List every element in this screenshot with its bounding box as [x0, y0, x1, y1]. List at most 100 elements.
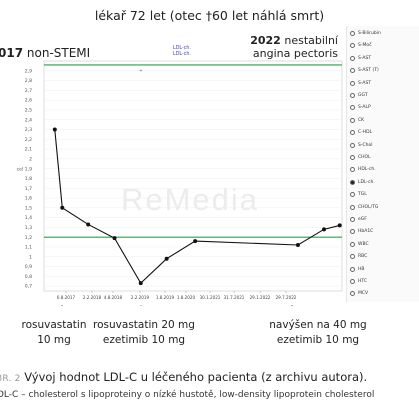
radio-button[interactable] — [350, 80, 355, 86]
y-tick-label: 1,5 — [25, 205, 32, 211]
annotation-line1: rosuvastatin 20 mg — [93, 319, 195, 331]
y-tick-label: 2,1 — [25, 147, 32, 153]
parameter-label: HbA1C — [358, 229, 374, 235]
radio-button[interactable] — [350, 279, 355, 284]
radio-button[interactable] — [350, 93, 355, 98]
y-tick-label: 1,1 — [25, 245, 32, 251]
parameter-option[interactable]: S-Chol — [350, 142, 372, 148]
parameter-option[interactable]: LDL-ch. — [350, 179, 375, 185]
parameter-option[interactable]: S-Moč — [350, 43, 372, 49]
annotation-line1: navýšen na 40 mg — [269, 319, 367, 331]
x-tick-label: 6.8.2017 — [57, 295, 76, 300]
y-tick-label: 2 — [29, 156, 32, 162]
radio-button[interactable] — [350, 167, 355, 173]
parameter-option[interactable]: HbA1C — [350, 229, 374, 235]
parameter-option[interactable]: GGT — [350, 93, 368, 98]
parameter-option[interactable]: CHOL/TG — [350, 204, 379, 210]
radio-button[interactable] — [350, 55, 355, 61]
radio-button[interactable] — [350, 68, 355, 74]
right-event-label: 2022 nestabilní angina pectoris — [246, 34, 338, 60]
radio-button[interactable] — [350, 43, 355, 49]
annotation-line2: 10 mg — [37, 334, 71, 346]
radio-button[interactable] — [350, 155, 355, 160]
parameter-label: HB — [358, 266, 365, 272]
arrow-head — [140, 305, 142, 306]
annotation-line2: ezetimib 10 mg — [276, 334, 360, 346]
parameter-option[interactable]: RBC — [350, 254, 368, 260]
parameter-label: RBC — [358, 254, 368, 260]
arrow-head — [291, 305, 293, 306]
radio-button[interactable] — [350, 241, 355, 247]
y-tick-label: 2,8 — [25, 78, 32, 84]
figure-number: BR. 2 — [0, 374, 21, 384]
parameter-sidebar — [346, 26, 419, 302]
x-tick-label: 29.7.2022 — [276, 295, 297, 300]
legend-entry: LDL-ch. — [173, 45, 191, 51]
radio-button[interactable] — [350, 142, 355, 148]
parameter-option[interactable]: S-ALP — [350, 105, 371, 111]
parameter-option[interactable]: CK — [350, 117, 364, 123]
radio-button[interactable] — [350, 105, 355, 111]
y-tick-label: cel 1,9 — [17, 166, 32, 172]
parameter-label: WBC — [358, 241, 369, 247]
treatment-arrow — [140, 305, 142, 306]
ldl-data-point — [138, 281, 143, 286]
annotation-rosuvastatin-10: rosuvastatin 10 mg — [12, 318, 96, 348]
radio-button[interactable] — [350, 229, 355, 235]
parameter-option[interactable]: HB — [350, 266, 365, 272]
ldl-series-line — [54, 129, 340, 285]
legend-entry: LDL-ch. — [173, 51, 191, 57]
parameter-option[interactable]: HDL-ch. — [350, 167, 376, 173]
radio-button[interactable] — [350, 117, 355, 123]
y-tick-label: 2,6 — [25, 98, 32, 104]
parameter-option[interactable]: MCV — [350, 291, 369, 297]
y-tick-label: 2,4 — [25, 117, 32, 123]
treatment-arrow — [291, 305, 293, 306]
parameter-option[interactable]: S-AST — [350, 80, 372, 86]
plot-area — [43, 60, 343, 292]
radio-button[interactable] — [350, 254, 355, 260]
small-marker: + — [139, 68, 143, 74]
parameter-label: S-AST (T) — [358, 68, 379, 74]
parameter-option[interactable]: HTC — [350, 279, 367, 284]
ldl-chart: ReMedia 2,9 2,8 2,7 2,6 2,5 2,4 2,3 2,2 2,1 2 cel 1… — [17, 45, 343, 306]
left-event-label: 017 non-STEMI — [0, 46, 90, 60]
parameter-option[interactable]: TGL — [350, 192, 367, 198]
watermark: ReMedia — [121, 182, 259, 217]
y-tick-label: 1,2 — [25, 235, 32, 241]
parameter-option[interactable]: C-HDL — [350, 130, 372, 136]
radio-button[interactable] — [350, 204, 355, 210]
ldl-data-point — [164, 256, 169, 261]
parameter-option[interactable]: CHOL — [350, 155, 371, 160]
radio-button[interactable] — [350, 179, 355, 185]
treatment-arrow — [61, 305, 63, 306]
parameter-label: HTC — [358, 279, 368, 284]
x-tick-label: 31.7.2021 — [224, 295, 245, 300]
ldl-data-point — [52, 127, 57, 132]
parameter-label: GGT — [358, 93, 368, 98]
parameter-label: CHOL/TG — [358, 204, 379, 210]
parameter-option[interactable]: eGF — [350, 217, 367, 222]
parameter-option[interactable]: WBC — [350, 241, 369, 247]
arrow-head — [61, 305, 63, 306]
ldl-data-point — [60, 205, 65, 210]
radio-button[interactable] — [350, 31, 355, 36]
left-event-text: non-STEMI — [26, 46, 91, 60]
parameter-option[interactable]: S-Bilirubin — [350, 31, 381, 36]
radio-button[interactable] — [350, 130, 355, 136]
parameter-option[interactable]: S-AST — [350, 55, 371, 61]
radio-button[interactable] — [350, 266, 355, 272]
y-tick-label: 2,7 — [25, 88, 32, 94]
parameter-option[interactable]: S-AST (T) — [350, 68, 379, 74]
ldl-data-point — [322, 227, 327, 232]
parameter-label: S-AST — [358, 80, 372, 86]
radio-button[interactable] — [350, 291, 355, 297]
ldl-data-point — [337, 223, 342, 228]
radio-button[interactable] — [350, 217, 355, 222]
parameter-label: MCV — [358, 291, 369, 297]
y-tick-label: 2,5 — [25, 108, 32, 114]
x-tick-label: 2.2.2019 — [131, 295, 150, 300]
figure-caption-text: Vývoj hodnot LDL-C u léčeného pacienta (… — [24, 370, 368, 384]
radio-button[interactable] — [350, 192, 355, 198]
annotation-line2: ezetimib 10 mg — [102, 334, 186, 346]
